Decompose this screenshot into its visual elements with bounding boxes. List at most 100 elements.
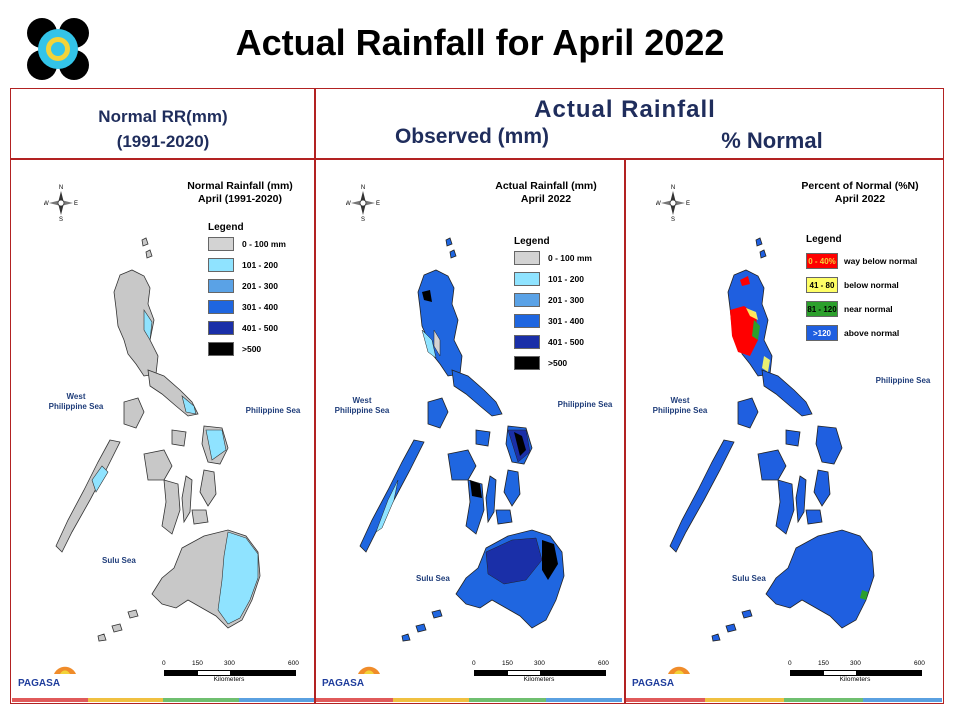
compass-rose: N W E S [345,182,380,223]
panel-actual-title-line2: April 2022 [520,193,572,205]
legend-swatch [208,341,234,356]
philippine-sea-label: Philippine Sea [557,400,613,409]
legend-label: way below normal [844,256,918,266]
panel-percent-title-line1: Percent of Normal (%N) [801,180,919,192]
pagasa-logo: PAGASA [16,658,76,694]
legend-label: >500 [242,343,262,354]
west-philippine-sea-label: West Philippine Sea [640,396,720,416]
legend-title: Legend [208,222,244,233]
sulu-sea-label: Sulu Sea [416,574,450,583]
panel-frame-3 [624,158,944,704]
legend-label: above normal [844,328,900,338]
panel-stripe-3 [626,698,942,702]
actual-header: Actual Rainfall [534,96,716,123]
legend-item: 401 - 500 [514,331,592,352]
panel-normal-title-line2: April (1991-2020) [197,193,283,205]
svg-text:W: W [44,201,49,207]
legend-label: 401 - 500 [242,322,278,333]
legend-item: 0 - 40% way below normal [806,249,917,273]
svg-text:E: E [74,201,78,207]
panel-frame-1 [10,158,316,704]
map-actual [359,237,565,642]
svg-text:PAGASA: PAGASA [632,678,674,689]
normal-header-line1: Normal RR(mm) [98,107,228,126]
svg-text:N: N [59,185,63,191]
svg-text:N: N [361,185,365,191]
legend-item: >500 [208,338,286,359]
scale-tick: 150 [818,660,829,667]
svg-text:PAGASA: PAGASA [322,678,364,689]
panel-normal: Normal Rainfall (mm) April (1991-2020) N… [12,160,314,700]
west-philippine-sea-label: West Philippine Sea [36,392,116,412]
west-sea-line1: West [670,396,690,405]
scale-tick: 300 [224,660,235,667]
legend-item: 0 - 100 mm [514,247,592,268]
scale-bar: 0 150 300 600 Kilometers [788,660,928,683]
legend-label: 301 - 400 [548,315,584,326]
legend-swatch [514,334,540,349]
legend-item: 301 - 400 [514,310,592,331]
legend-label: 101 - 200 [548,273,584,284]
legend-percent: Legend 0 - 40% way below normal 41 - 80 be… [806,234,917,345]
compass-rose: N W E S [655,182,690,223]
legend-item: 201 - 300 [208,275,286,296]
panel-percent: Percent of Normal (%N) April 2022 N W E … [626,160,942,700]
west-sea-line2: Philippine Sea [48,402,104,411]
legend-item: 201 - 300 [514,289,592,310]
legend-item: 101 - 200 [208,254,286,275]
legend-title: Legend [514,236,550,247]
legend-actual: Legend 0 - 100 mm 101 - 200 201 - 300 30… [514,236,592,373]
legend-item: 0 - 100 mm [208,233,286,254]
west-philippine-sea-label: West Philippine Sea [322,396,402,416]
west-sea-line2: Philippine Sea [652,406,708,415]
svg-text:E: E [686,201,690,207]
scale-tick: 300 [534,660,545,667]
legend-item: >120 above normal [806,321,917,345]
scale-unit: Kilometers [523,676,555,683]
svg-text:W: W [656,201,661,207]
panel-stripe-2 [316,698,622,702]
sulu-sea-label: Sulu Sea [732,574,766,583]
scale-tick: 600 [288,660,299,667]
legend-title: Legend [806,234,842,245]
svg-text:W: W [346,201,351,207]
legend-swatch [208,320,234,335]
scale-unit: Kilometers [839,676,871,683]
west-sea-line1: West [66,392,86,401]
legend-item: 81 - 120 near normal [806,297,917,321]
normal-header: Normal RR(mm) (1991-2020) [10,104,316,154]
legend-swatch: 0 - 40% [806,253,838,269]
legend-item: >500 [514,352,592,373]
west-sea-line2: Philippine Sea [334,406,390,415]
svg-text:PAGASA: PAGASA [18,678,60,689]
legend-swatch [208,299,234,314]
normal-header-frame [10,88,316,160]
page-title: Actual Rainfall for April 2022 [235,22,725,63]
legend-item: 101 - 200 [514,268,592,289]
legend-swatch: 81 - 120 [806,301,838,317]
legend-label: 0 - 100 mm [242,238,286,249]
legend-swatch [514,250,540,265]
observed-header: Observed (mm) [394,125,550,148]
legend-label: 201 - 300 [242,280,278,291]
scale-tick: 150 [502,660,513,667]
panel-normal-title-line1: Normal Rainfall (mm) [187,180,293,192]
svg-text:S: S [671,217,675,222]
legend-label: 0 - 100 mm [548,252,592,263]
panel-frame-2 [314,158,626,704]
panel-stripe-1 [12,698,314,702]
svg-text:S: S [361,217,365,222]
legend-label: 401 - 500 [548,336,584,347]
scale-tick: 0 [472,660,476,667]
legend-swatch [514,355,540,370]
legend-swatch [514,313,540,328]
normal-header-line2: (1991-2020) [116,132,210,151]
legend-swatch [514,271,540,286]
panel-percent-title: Percent of Normal (%N) April 2022 [790,180,930,206]
west-sea-line1: West [352,396,372,405]
legend-swatch: >120 [806,325,838,341]
legend-label: >500 [548,357,568,368]
dost-logo [24,15,92,83]
compass-rose: N W E S [43,182,78,223]
scale-bar: 0 150 300 600 Kilometers [472,660,612,683]
